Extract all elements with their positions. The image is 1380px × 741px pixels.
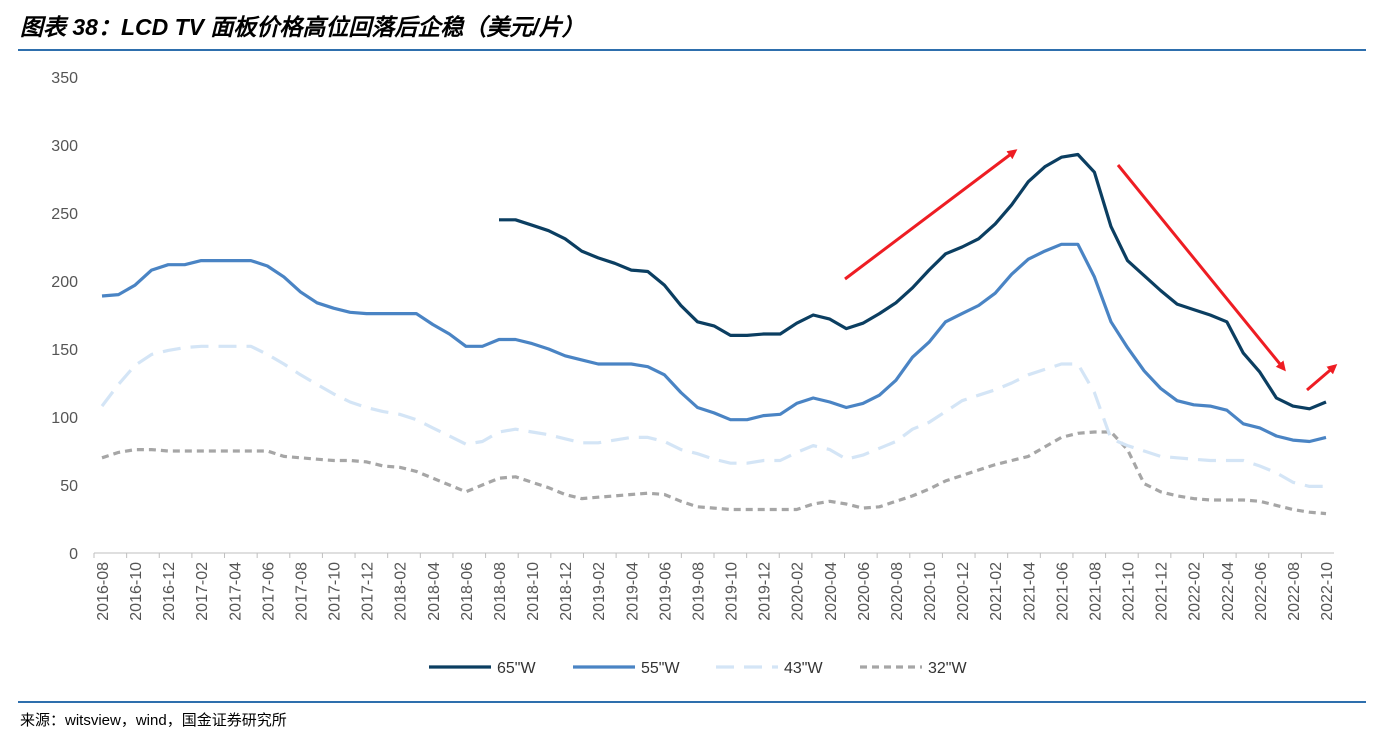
y-tick-label: 350 (51, 70, 78, 87)
legend-label: 32"W (928, 660, 967, 677)
x-tick-label: 2021-02 (988, 562, 1005, 621)
x-tick-label: 2017-08 (293, 562, 310, 621)
y-tick-label: 200 (51, 274, 78, 291)
x-tick-label: 2020-12 (955, 562, 972, 621)
x-tick-label: 2022-10 (1319, 562, 1336, 621)
x-tick-label: 2020-02 (790, 562, 807, 621)
x-tick-label: 2019-04 (624, 562, 641, 621)
x-tick-label: 2022-06 (1253, 562, 1270, 621)
figure-title: 图表 38：LCD TV 面板价格高位回落后企稳（美元/片） (20, 14, 585, 40)
trend-arrow-fall (1116, 164, 1286, 372)
series-line-43w (100, 344, 1326, 488)
x-tick-label: 2017-06 (260, 562, 277, 621)
x-tick-label: 2019-12 (757, 562, 774, 621)
x-tick-label: 2018-12 (558, 562, 575, 621)
x-tick-label: 2022-08 (1286, 562, 1303, 621)
series-line-55w (101, 242, 1327, 444)
x-tick-label: 2020-04 (823, 562, 840, 621)
x-tick-label: 2020-10 (922, 562, 939, 621)
x-tick-label: 2019-08 (690, 562, 707, 621)
trend-arrow-rebound (1306, 364, 1338, 392)
title-rule (18, 49, 1366, 51)
y-tick-label: 300 (51, 138, 78, 155)
x-tick-label: 2021-06 (1054, 562, 1071, 621)
x-tick-label: 2018-08 (492, 562, 509, 621)
x-tick-label: 2019-10 (724, 562, 741, 621)
x-tick-label: 2019-06 (657, 562, 674, 621)
legend-label: 65"W (497, 660, 536, 677)
x-tick-label: 2021-12 (1154, 562, 1171, 621)
x-tick-label: 2017-10 (327, 562, 344, 621)
trend-arrow-rise (844, 149, 1018, 281)
x-tick-label: 2017-12 (360, 562, 377, 621)
series-line-32w (101, 430, 1327, 516)
y-tick-label: 50 (60, 478, 78, 495)
x-tick-label: 2016-12 (161, 562, 178, 621)
x-tick-label: 2018-02 (393, 562, 410, 621)
x-tick-label: 2020-06 (856, 562, 873, 621)
trend-arrows (844, 149, 1338, 392)
x-tick-label: 2022-02 (1187, 562, 1204, 621)
x-tick-label: 2021-04 (1021, 562, 1038, 621)
legend-label: 43"W (784, 660, 823, 677)
x-tick-label: 2019-02 (591, 562, 608, 621)
source-rule (18, 701, 1366, 703)
x-tick-label: 2016-08 (95, 562, 112, 621)
x-tick-label: 2017-04 (227, 562, 244, 621)
x-tick-label: 2017-02 (194, 562, 211, 621)
legend-label: 55"W (641, 660, 680, 677)
x-tick-label: 2018-04 (426, 562, 443, 621)
x-tick-label: 2021-08 (1087, 562, 1104, 621)
y-tick-label: 150 (51, 342, 78, 359)
x-tick-label: 2018-10 (525, 562, 542, 621)
series-line-65w (499, 152, 1327, 411)
x-tick-label: 2022-04 (1220, 562, 1237, 621)
x-tick-label: 2016-10 (128, 562, 145, 621)
y-tick-label: 250 (51, 206, 78, 223)
y-tick-label: 100 (51, 410, 78, 427)
x-tick-label: 2018-06 (459, 562, 476, 621)
source-note: 来源：witsview，wind，国金证券研究所 (20, 712, 287, 729)
legend: 65"W 55"W 43"W 32"W (429, 660, 967, 677)
x-tick-label: 2021-10 (1121, 562, 1138, 621)
y-tick-label: 0 (69, 546, 78, 563)
x-tick-label: 2020-08 (889, 562, 906, 621)
